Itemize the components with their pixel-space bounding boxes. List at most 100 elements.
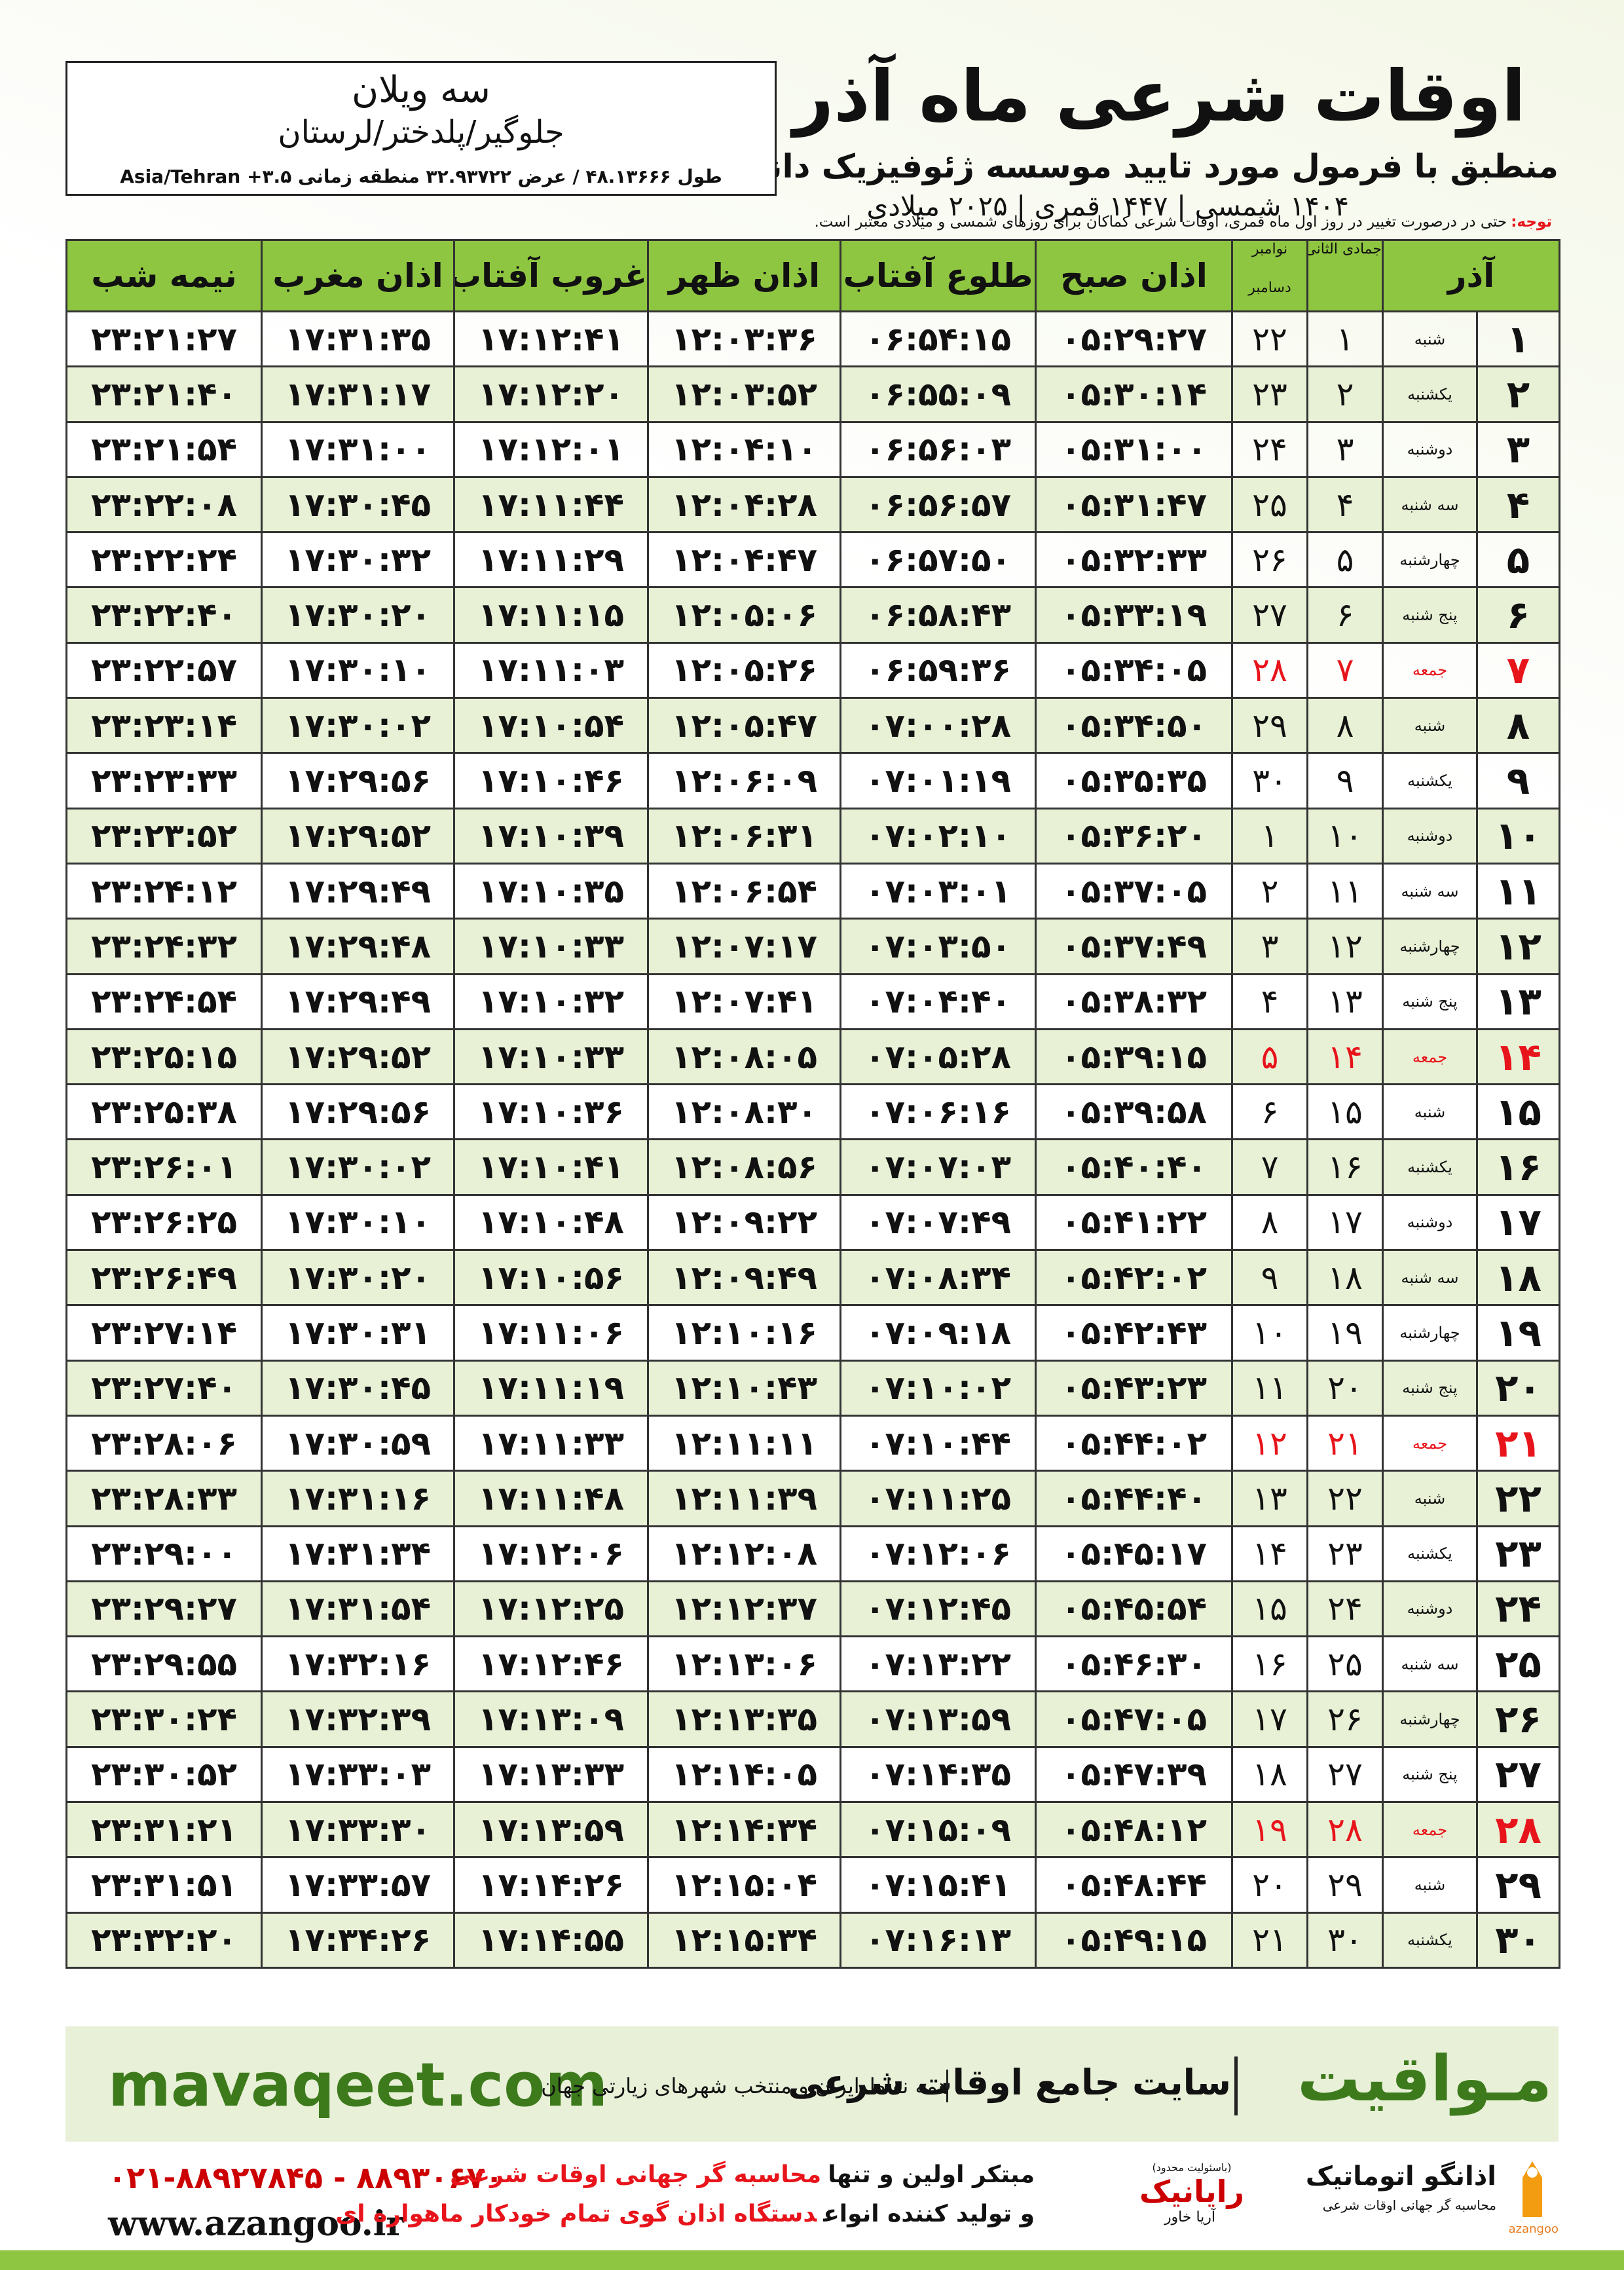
site-url[interactable]: mavaqeet.com bbox=[108, 2050, 608, 2120]
time-cell: ۰۵:۴۷:۳۹ bbox=[1035, 1745, 1233, 1804]
time-cell: ۱۷:۳۰:۲۰ bbox=[261, 1249, 455, 1307]
time-cell: ۱۷:۱۱:۱۵ bbox=[453, 586, 649, 644]
time-cell: ۲۳:۲۱:۴۰ bbox=[65, 365, 263, 423]
time-cell: ۰۵:۴۱:۲۲ bbox=[1035, 1193, 1233, 1252]
time-cell: ۱۷:۱۲:۲۰ bbox=[453, 365, 649, 423]
logo-text: آریا خاور bbox=[1164, 2209, 1216, 2225]
time-cell: ۰۵:۳۲:۳۳ bbox=[1035, 531, 1233, 589]
time-cell: ۰۷:۰۱:۱۹ bbox=[840, 752, 1037, 809]
date-cell: ۱۴ bbox=[1306, 1028, 1384, 1086]
time-cell: ۱۲:۰۴:۴۷ bbox=[647, 531, 841, 589]
date-cell: چهارشنبه bbox=[1382, 531, 1478, 589]
table-row: ۲ یکشنبه ۲ ۲۳ ۰۵:۳۰:۱۴ ۰۶:۵۵:۰۹ ۱۲:۰۳:۵۲ ۱۷:۱۲:… bbox=[65, 365, 1560, 423]
table-row: ۲۳ یکشنبه ۲۳ ۱۴ ۰۵:۴۵:۱۷ ۰۷:۱۲:۰۶ ۱۲:۱۲:۰۸ ۱۷:۱… bbox=[65, 1525, 1560, 1582]
date-cell: ۱ bbox=[1231, 807, 1308, 865]
contact-line: و تولید کننده انواعدستگاه اذان گوی تمام … bbox=[335, 2201, 1035, 2227]
time-cell: ۰۵:۴۸:۱۲ bbox=[1035, 1801, 1233, 1859]
table-body: ۱ شنبه ۱ ۲۲ ۰۵:۲۹:۲۷ ۰۶:۵۴:۱۵ ۱۲:۰۳:۳۶ ۱۷:۱۲:۴۱… bbox=[65, 310, 1560, 1969]
time-cell: ۱۲:۱۵:۰۴ bbox=[647, 1856, 841, 1914]
date-cell: ۳۰ bbox=[1476, 1911, 1560, 1969]
date-cell: ۱۳ bbox=[1231, 1470, 1308, 1527]
dates: ۱۴۰۴ شمسی | ۱۴۴۷ قمری | ۲۰۲۵ میلادی bbox=[866, 190, 1349, 222]
time-cell: ۰۵:۳۷:۴۹ bbox=[1035, 918, 1233, 975]
date-cell: ۱۴ bbox=[1476, 1028, 1560, 1086]
time-cell: ۱۲:۱۳:۰۶ bbox=[647, 1635, 841, 1693]
time-cell: ۱۷:۳۰:۰۲ bbox=[261, 697, 455, 754]
time-cell: ۲۳:۲۲:۴۰ bbox=[65, 586, 263, 644]
time-cell: ۰۷:۰۸:۳۴ bbox=[840, 1249, 1037, 1307]
date-cell: پنج شنبه bbox=[1382, 1745, 1478, 1804]
time-cell: ۱۷:۳۰:۳۲ bbox=[261, 531, 455, 589]
time-cell: ۱۲:۰۷:۱۷ bbox=[647, 918, 841, 975]
date-cell: ۲۵ bbox=[1306, 1635, 1384, 1693]
date-cell: ۴ bbox=[1476, 475, 1560, 534]
date-cell: سه شنبه bbox=[1382, 1635, 1478, 1693]
time-header: اذان ظهر bbox=[647, 239, 841, 312]
site-title: سایت جامع اوقات شرعی bbox=[788, 2062, 1231, 2103]
time-cell: ۲۳:۲۴:۱۲ bbox=[65, 862, 263, 920]
separator bbox=[946, 2070, 948, 2102]
time-cell: ۱۷:۱۰:۳۶ bbox=[453, 1083, 649, 1141]
date-cell: ۲۴ bbox=[1306, 1580, 1384, 1638]
table-row: ۲۴ دوشنبه ۲۴ ۱۵ ۰۵:۴۵:۵۴ ۰۷:۱۲:۴۵ ۱۲:۱۲:۳۷ ۱۷:۱… bbox=[65, 1580, 1560, 1638]
time-cell: ۲۳:۲۲:۲۴ bbox=[65, 531, 263, 589]
time-cell: ۰۵:۴۲:۰۲ bbox=[1035, 1249, 1233, 1307]
time-cell: ۲۳:۳۰:۲۴ bbox=[65, 1690, 263, 1748]
date-cell: جمعه bbox=[1382, 641, 1478, 699]
date-cell: ۲۰ bbox=[1476, 1359, 1560, 1417]
date-cell: جمعه bbox=[1382, 1414, 1478, 1472]
date-cell: ۳۰ bbox=[1306, 1911, 1384, 1969]
time-cell: ۱۲:۰۶:۰۹ bbox=[647, 752, 841, 809]
time-cell: ۱۷:۱۱:۰۳ bbox=[453, 641, 649, 699]
table-row: ۷ جمعه ۷ ۲۸ ۰۵:۳۴:۰۵ ۰۶:۵۹:۳۶ ۱۲:۰۵:۲۶ ۱۷:۱۱:۰۳… bbox=[65, 641, 1560, 699]
time-cell: ۰۷:۱۵:۴۱ bbox=[840, 1856, 1037, 1914]
time-cell: ۱۲:۰۸:۳۰ bbox=[647, 1083, 841, 1141]
date-cell: شنبه bbox=[1382, 1470, 1478, 1527]
date-cell: پنج شنبه bbox=[1382, 1359, 1478, 1417]
date-cell: ۱۱ bbox=[1306, 862, 1384, 920]
date-cell: دوشنبه bbox=[1382, 420, 1478, 478]
time-cell: ۱۷:۱۱:۳۳ bbox=[453, 1414, 649, 1472]
date-cell: جمعه bbox=[1382, 1028, 1478, 1086]
table-row: ۳ دوشنبه ۳ ۲۴ ۰۵:۳۱:۰۰ ۰۶:۵۶:۰۳ ۱۲:۰۴:۱۰ ۱۷:۱۲:… bbox=[65, 420, 1560, 478]
time-cell: ۲۳:۲۶:۴۹ bbox=[65, 1249, 263, 1307]
date-cell: ۱۱ bbox=[1231, 1359, 1308, 1417]
note: توجه:حتی در درصورت تغییر در روز اول ماه … bbox=[814, 214, 1552, 231]
time-cell: ۰۷:۰۵:۲۸ bbox=[840, 1028, 1037, 1086]
time-header: غروب آفتاب bbox=[453, 239, 649, 312]
time-cell: ۱۷:۳۰:۲۰ bbox=[261, 586, 455, 644]
date-cell: ۸ bbox=[1306, 697, 1384, 754]
contact-highlight: محاسبه گر جهانی اوقات شرعی bbox=[450, 2161, 822, 2188]
date-cell: ۱۵ bbox=[1231, 1580, 1308, 1638]
time-cell: ۱۷:۳۱:۳۴ bbox=[261, 1525, 455, 1582]
time-cell: ۱۲:۱۰:۴۳ bbox=[647, 1359, 841, 1417]
time-cell: ۱۷:۱۱:۲۹ bbox=[453, 531, 649, 589]
bottom-bar bbox=[0, 2250, 1624, 2270]
date-cell: ۱۷ bbox=[1231, 1690, 1308, 1748]
date-cell: ۲۴ bbox=[1476, 1580, 1560, 1638]
gregorian-month: دسامبر bbox=[1248, 280, 1291, 296]
location-name: سه ویلان bbox=[352, 69, 490, 111]
date-cell: ۱۸ bbox=[1306, 1249, 1384, 1307]
time-cell: ۰۷:۰۶:۱۶ bbox=[840, 1083, 1037, 1141]
date-cell: ۷ bbox=[1231, 1138, 1308, 1196]
website[interactable]: www.azangoo.ir bbox=[108, 2204, 404, 2244]
azangoo-logo: اذانگو اتوماتیک محاسبه گر جهانی اوقات شر… bbox=[1297, 2151, 1559, 2237]
date-cell: ۱۶ bbox=[1476, 1138, 1560, 1196]
date-cell: ۱۰ bbox=[1306, 807, 1384, 865]
time-cell: ۱۷:۱۳:۵۹ bbox=[453, 1801, 649, 1859]
time-cell: ۲۳:۲۵:۱۵ bbox=[65, 1028, 263, 1086]
time-cell: ۲۳:۲۷:۱۴ bbox=[65, 1304, 263, 1362]
time-cell: ۰۵:۲۹:۲۷ bbox=[1035, 310, 1233, 368]
date-cell: یکشنبه bbox=[1382, 752, 1478, 809]
date-cell: ۱ bbox=[1306, 310, 1384, 368]
date-cell: ۶ bbox=[1476, 586, 1560, 644]
time-cell: ۱۷:۲۹:۴۹ bbox=[261, 973, 455, 1030]
date-cell: ۳ bbox=[1306, 420, 1384, 478]
date-cell: ۱۵ bbox=[1306, 1083, 1384, 1141]
date-cell: ۵ bbox=[1231, 1028, 1308, 1086]
logo-text: محاسبه گر جهانی اوقات شرعی bbox=[1322, 2197, 1496, 2213]
time-cell: ۱۲:۱۱:۳۹ bbox=[647, 1470, 841, 1527]
logo-text: azangoo bbox=[1508, 2222, 1559, 2236]
time-cell: ۲۳:۳۲:۲۰ bbox=[65, 1911, 263, 1969]
